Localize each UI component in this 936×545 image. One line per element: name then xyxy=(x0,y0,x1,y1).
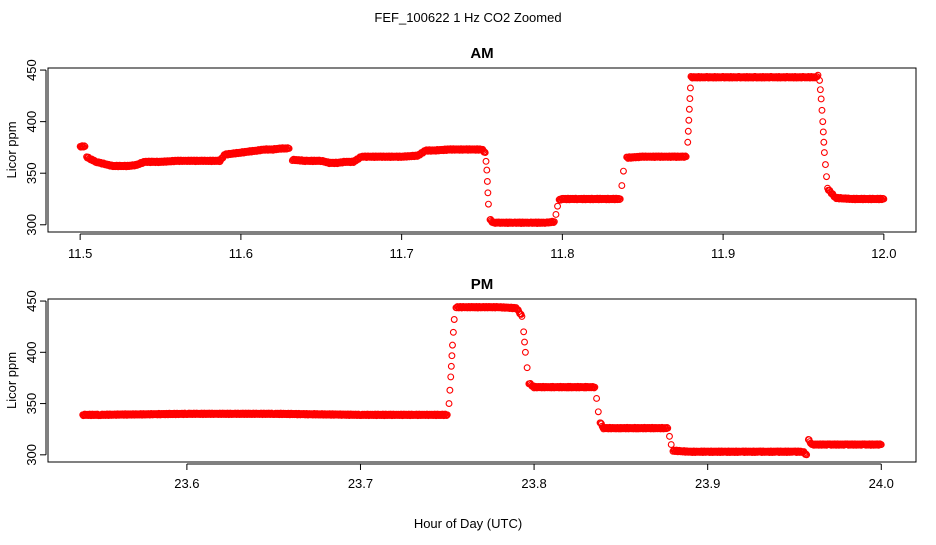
data-point xyxy=(520,328,528,336)
series-pm xyxy=(79,302,885,459)
data-point xyxy=(482,157,490,165)
data-point xyxy=(686,95,694,103)
data-point xyxy=(550,218,558,226)
x-tick-label-pm: 23.8 xyxy=(521,476,546,491)
data-point xyxy=(449,341,456,349)
data-point xyxy=(590,384,598,392)
panel-title-pm: PM xyxy=(471,276,494,293)
x-tick-label-pm: 23.9 xyxy=(695,476,720,491)
plot-frame-am xyxy=(47,67,917,233)
data-point xyxy=(877,441,885,449)
data-point xyxy=(521,338,528,346)
x-tick-label-am: 12.0 xyxy=(871,246,896,261)
data-point xyxy=(880,195,888,203)
data-point xyxy=(443,412,451,420)
data-point xyxy=(521,348,529,356)
x-tick-label-am: 11.6 xyxy=(229,246,253,261)
data-point xyxy=(448,352,456,360)
data-point xyxy=(481,149,489,157)
x-tick-label-am: 11.5 xyxy=(68,246,92,261)
data-point xyxy=(820,149,828,157)
data-point xyxy=(816,76,824,84)
data-point xyxy=(666,432,673,440)
data-point xyxy=(684,127,692,135)
data-point xyxy=(819,128,827,136)
data-point xyxy=(285,145,293,152)
x-axis-title: Hour of Day (UTC) xyxy=(414,516,522,531)
data-point xyxy=(446,386,454,394)
figure-title: FEF_100622 1 Hz CO2 Zoomed xyxy=(374,10,561,25)
x-tick-label-am: 11.7 xyxy=(389,246,413,261)
y-tick-label-am: 350 xyxy=(24,162,39,184)
data-point xyxy=(823,173,830,181)
data-point xyxy=(518,312,526,320)
data-point xyxy=(449,328,457,336)
data-point xyxy=(481,148,489,156)
y-tick-label-am: 400 xyxy=(24,111,39,133)
data-point xyxy=(450,316,458,323)
y-tick-label-pm: 450 xyxy=(24,290,39,312)
data-point xyxy=(447,362,455,370)
data-point xyxy=(820,138,828,146)
data-point xyxy=(618,182,626,190)
data-point xyxy=(616,196,623,204)
data-point xyxy=(821,161,829,169)
data-point xyxy=(591,383,599,391)
data-point xyxy=(447,373,455,381)
data-point xyxy=(594,408,602,416)
data-point xyxy=(681,152,689,160)
data-point xyxy=(552,211,560,218)
data-point xyxy=(817,95,825,103)
y-axis-title-am: Licor ppm xyxy=(4,121,19,178)
data-point xyxy=(483,166,491,174)
panel-pm: PM 23.6 23.7 23.8 23.9 24.0 300 350 400 450 Licor … xyxy=(4,276,917,491)
data-point xyxy=(682,153,690,161)
data-point xyxy=(802,450,810,458)
data-point xyxy=(667,441,675,449)
data-point xyxy=(686,84,694,92)
data-point xyxy=(81,142,89,150)
data-point xyxy=(818,106,826,114)
plot-frame-pm xyxy=(47,298,917,463)
data-point xyxy=(619,167,627,175)
series-am xyxy=(76,71,888,227)
data-point xyxy=(593,394,601,402)
data-point xyxy=(816,86,824,94)
panel-title-am: AM xyxy=(470,45,493,62)
y-tick-label-am: 450 xyxy=(24,59,39,81)
panel-am: AM 11.5 11.6 11.7 11.8 11.9 12.0 300 350 400 450 Li… xyxy=(4,45,917,261)
y-tick-label-pm: 300 xyxy=(24,444,39,466)
data-point xyxy=(443,411,451,419)
data-point xyxy=(445,400,453,408)
y-tick-label-pm: 350 xyxy=(24,393,39,415)
x-tick-label-pm: 23.7 xyxy=(348,476,373,491)
data-point xyxy=(616,195,624,203)
y-tick-label-am: 300 xyxy=(24,214,39,236)
y-tick-label-pm: 400 xyxy=(24,341,39,363)
data-point xyxy=(484,189,492,197)
data-point xyxy=(550,219,558,227)
data-point xyxy=(523,364,531,372)
data-point xyxy=(484,200,492,208)
data-point xyxy=(819,118,827,126)
data-point xyxy=(663,424,671,431)
data-point xyxy=(664,424,672,432)
data-point xyxy=(684,138,692,146)
data-point xyxy=(803,451,811,459)
data-point xyxy=(554,202,561,210)
data-point xyxy=(685,105,693,113)
data-point xyxy=(685,116,693,124)
x-tick-label-am: 11.9 xyxy=(711,246,735,261)
x-tick-label-pm: 23.6 xyxy=(174,476,199,491)
y-axis-title-pm: Licor ppm xyxy=(4,352,19,409)
x-tick-label-pm: 24.0 xyxy=(869,476,894,491)
data-point xyxy=(483,178,491,185)
x-tick-label-am: 11.8 xyxy=(550,246,574,261)
